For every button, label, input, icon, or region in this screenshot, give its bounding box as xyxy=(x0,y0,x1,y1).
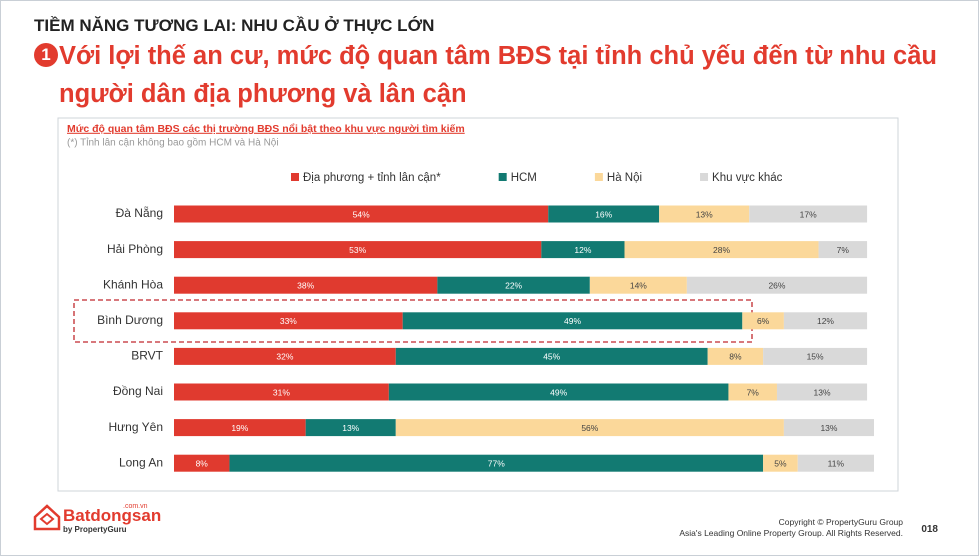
value-label: 26% xyxy=(768,280,785,290)
value-label: 49% xyxy=(550,387,567,397)
value-label: 13% xyxy=(814,387,831,397)
bar-segment xyxy=(624,241,819,259)
bar-segment xyxy=(174,419,306,437)
bar-segment xyxy=(783,312,868,330)
legend-swatch xyxy=(498,173,507,181)
y-tick-label: Đà Nẵng xyxy=(116,205,163,220)
value-label: 33% xyxy=(280,316,297,326)
bar-segment xyxy=(707,347,764,365)
bar-segment xyxy=(659,205,750,223)
bar-segment xyxy=(541,241,625,259)
bar-segment xyxy=(305,419,396,437)
value-label: 17% xyxy=(800,209,817,219)
value-label: 31% xyxy=(273,387,290,397)
value-label: 8% xyxy=(729,352,742,362)
chart-title: Mức độ quan tâm BĐS các thị trường BĐS n… xyxy=(67,123,465,135)
value-label: 16% xyxy=(595,209,612,219)
bar-segment xyxy=(776,383,868,401)
value-label: 49% xyxy=(564,316,581,326)
bar-segment xyxy=(174,205,549,223)
bar-segment xyxy=(174,312,403,330)
rights: Asia's Leading Online Property Group. Al… xyxy=(679,528,903,538)
y-tick-label: Bình Dương xyxy=(97,313,163,327)
value-label: 53% xyxy=(349,245,366,255)
y-tick-label: BRVT xyxy=(131,349,163,363)
legend-label: Hà Nội xyxy=(607,172,642,184)
bar-segment xyxy=(437,276,590,294)
bar-segment xyxy=(818,241,868,259)
logo-by: by PropertyGuru xyxy=(63,525,127,534)
logo-domain: .com.vn xyxy=(123,503,148,510)
page-number: 018 xyxy=(921,524,938,535)
y-tick-label: Hải Phòng xyxy=(107,242,163,256)
value-label: 6% xyxy=(757,316,770,326)
legend-label: Địa phương + tỉnh lân cận* xyxy=(303,172,441,184)
logo: Batdongsan xyxy=(63,506,162,525)
value-label: 13% xyxy=(342,423,359,433)
value-label: 11% xyxy=(828,458,845,468)
value-label: 15% xyxy=(807,352,824,362)
bar-segment xyxy=(686,276,868,294)
value-label: 54% xyxy=(353,209,370,219)
value-label: 22% xyxy=(505,280,522,290)
bar-segment xyxy=(763,454,798,472)
bar-segment xyxy=(742,312,784,330)
legend-label: HCM xyxy=(511,172,537,184)
bar-segment xyxy=(174,454,230,472)
logo-icon xyxy=(33,504,61,531)
value-label: 12% xyxy=(574,245,591,255)
y-tick-label: Long An xyxy=(119,455,163,469)
bar-segment xyxy=(749,205,868,223)
bar-segment xyxy=(174,241,542,259)
legend-swatch xyxy=(594,173,603,181)
bar-segment xyxy=(174,347,396,365)
value-label: 13% xyxy=(696,209,713,219)
value-label: 56% xyxy=(581,423,598,433)
bar-segment xyxy=(174,383,389,401)
bar-segment xyxy=(395,419,784,437)
badge: 1 xyxy=(34,43,58,67)
value-label: 7% xyxy=(747,387,760,397)
value-label: 5% xyxy=(774,458,787,468)
legend-swatch xyxy=(700,173,709,181)
y-tick-label: Đồng Nai xyxy=(113,384,163,398)
bar-segment xyxy=(402,312,743,330)
value-label: 8% xyxy=(196,458,209,468)
legend-label: Khu vực khác xyxy=(712,172,783,184)
value-label: 13% xyxy=(820,423,837,433)
footer: Copyright © PropertyGuru Group Asia's Lea… xyxy=(679,517,903,539)
legend-swatch xyxy=(291,173,299,181)
bar-segment xyxy=(388,383,729,401)
chart-subtitle: (*) Tỉnh lân cận không bao gồm HCM và Hà… xyxy=(67,137,279,149)
value-label: 28% xyxy=(713,245,730,255)
bar-segment xyxy=(548,205,660,223)
value-label: 12% xyxy=(817,316,834,326)
bar-segment xyxy=(395,347,708,365)
value-label: 7% xyxy=(837,245,850,255)
value-label: 14% xyxy=(630,280,647,290)
copyright: Copyright © PropertyGuru Group xyxy=(778,517,903,527)
value-label: 77% xyxy=(488,458,505,468)
bar-segment xyxy=(229,454,764,472)
value-label: 19% xyxy=(231,423,248,433)
bar-segment xyxy=(728,383,777,401)
bar-segment xyxy=(783,419,874,437)
y-tick-label: Khánh Hòa xyxy=(103,277,163,291)
header: TIỀM NĂNG TƯƠNG LAI: NHU CẦU Ở THỰC LỚN xyxy=(34,16,435,35)
value-label: 45% xyxy=(543,352,560,362)
bar-segment xyxy=(589,276,687,294)
headline: Với lợi thế an cư, mức độ quan tâm BĐS t… xyxy=(59,42,937,108)
bar-segment xyxy=(763,347,868,365)
value-label: 32% xyxy=(276,352,293,362)
bar-segment xyxy=(174,276,438,294)
bar-segment xyxy=(797,454,874,472)
y-tick-label: Hưng Yên xyxy=(108,420,163,434)
value-label: 38% xyxy=(297,280,314,290)
